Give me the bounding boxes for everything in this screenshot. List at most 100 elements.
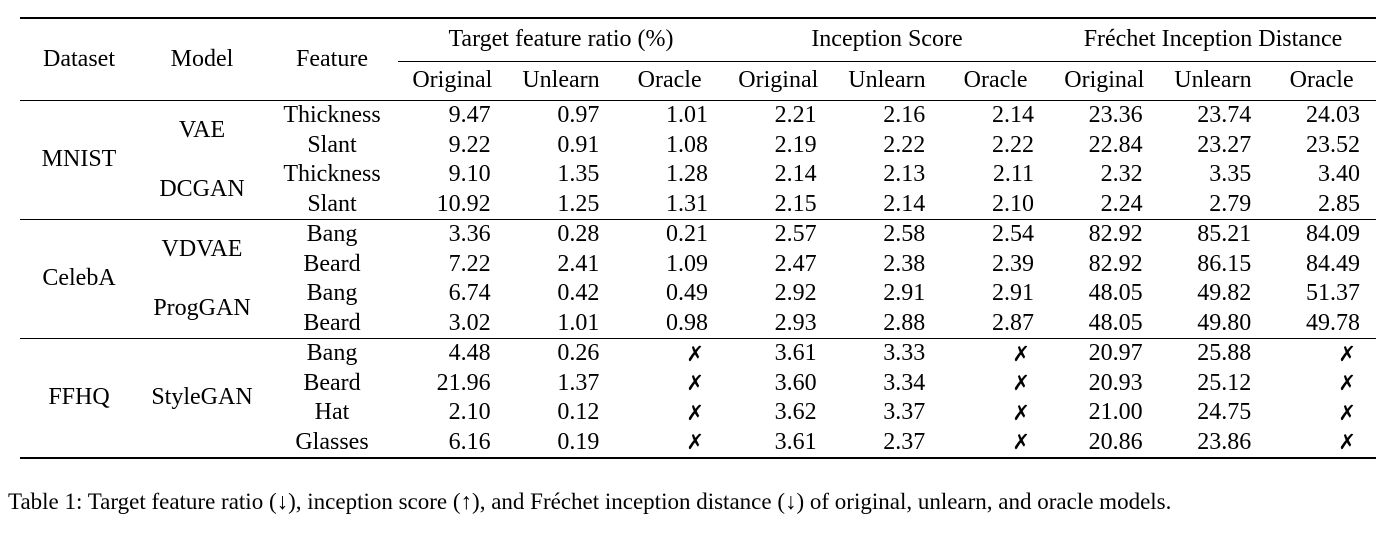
value-cell: 0.91 <box>557 131 600 158</box>
value-cell: 2.57 <box>774 221 817 248</box>
value-cell: 9.47 <box>448 102 491 129</box>
value-cell: 0.97 <box>557 102 600 129</box>
table-row: Slant 9.22 0.91 1.08 2.19 2.22 2.22 22.84 23.27 2… <box>20 131 1376 161</box>
value-cell: 2.24 <box>1100 190 1143 217</box>
model-cell: ProgGAN <box>153 294 251 321</box>
value-cell: 10.92 <box>436 190 491 217</box>
cross-icon: ✗ <box>1338 341 1356 366</box>
col-header-model: Model <box>170 45 234 72</box>
value-cell: 7.22 <box>448 250 491 277</box>
value-cell: 25.88 <box>1197 340 1252 367</box>
value-cell: 1.31 <box>665 190 708 217</box>
value-cell: 2.87 <box>991 309 1034 336</box>
value-cell: 2.88 <box>883 309 926 336</box>
table-caption: Table 1: Target feature ratio (↓), incep… <box>8 489 1172 514</box>
value-cell: 9.22 <box>448 131 491 158</box>
value-cell: 2.39 <box>991 250 1034 277</box>
table-row: Beard 7.22 2.41 1.09 2.47 2.38 2.39 82.92 86.15 8… <box>20 250 1376 280</box>
value-cell: 3.62 <box>774 399 817 426</box>
value-cell: 51.37 <box>1306 280 1360 307</box>
value-cell: 21.96 <box>436 369 491 396</box>
value-cell: 3.36 <box>448 221 491 248</box>
feature-cell: Slant <box>307 190 357 217</box>
value-cell: 86.15 <box>1197 250 1252 277</box>
value-cell: 0.12 <box>557 399 600 426</box>
value-cell: 2.38 <box>883 250 926 277</box>
feature-cell: Bang <box>306 340 358 367</box>
value-cell: 22.84 <box>1088 131 1143 158</box>
cross-icon: ✗ <box>686 430 704 455</box>
group-header-inception-score: Inception Score <box>723 18 1050 62</box>
value-cell: 2.16 <box>883 102 926 129</box>
results-table: Dataset Model Feature Target feature rat… <box>20 17 1376 459</box>
value-cell: 1.35 <box>557 161 600 188</box>
value-cell: 48.05 <box>1088 309 1143 336</box>
cross-icon: ✗ <box>1012 430 1030 455</box>
sub-header-original: Original <box>738 67 819 94</box>
value-cell: 3.37 <box>883 399 926 426</box>
feature-cell: Bang <box>306 221 358 248</box>
value-cell: 49.82 <box>1197 280 1252 307</box>
value-cell: 1.09 <box>665 250 708 277</box>
sub-header-oracle: Oracle <box>637 67 702 94</box>
table-row: ProgGAN Bang 6.74 0.42 0.49 2.92 2.91 2.91 48.05… <box>20 279 1376 321</box>
table-row: MNIST VAE Thickness 9.47 0.97 1.01 2.21 2.16 2.1… <box>20 101 1376 172</box>
table-row: Hat 2.10 0.12 ✗ 3.62 3.37 ✗ 21.00 24.75 ✗ <box>20 398 1376 428</box>
feature-cell: Bang <box>306 280 358 307</box>
cross-icon: ✗ <box>686 341 704 366</box>
sub-header-oracle: Oracle <box>1289 67 1354 94</box>
value-cell: 82.92 <box>1088 221 1143 248</box>
model-cell: VDVAE <box>161 235 243 262</box>
feature-cell: Beard <box>303 250 361 277</box>
value-cell: 0.21 <box>665 221 708 248</box>
feature-cell: Thickness <box>283 102 381 129</box>
header-row-groups: Dataset Model Feature Target feature rat… <box>20 18 1376 71</box>
value-cell: 3.33 <box>883 340 926 367</box>
value-cell: 2.91 <box>991 280 1034 307</box>
value-cell: 49.80 <box>1197 309 1252 336</box>
dataset-block-celeba: CelebA VDVAE Bang 3.36 0.28 0.21 2.57 2.58 2.54 8… <box>20 219 1376 339</box>
header-row-sub: Original Unlearn Oracle Original Unlearn Orac… <box>20 62 1376 101</box>
value-cell: 2.91 <box>883 280 926 307</box>
value-cell: 0.98 <box>665 309 708 336</box>
value-cell: 3.35 <box>1209 161 1252 188</box>
dataset-cell: MNIST <box>41 146 117 173</box>
value-cell: 2.79 <box>1209 190 1252 217</box>
cross-icon: ✗ <box>1338 371 1356 396</box>
value-cell: 6.16 <box>448 428 491 455</box>
table-row: Slant 10.92 1.25 1.31 2.15 2.14 2.10 2.24 2.79 2.… <box>20 190 1376 220</box>
value-cell: 82.92 <box>1088 250 1143 277</box>
table-row: Beard 21.96 1.37 ✗ 3.60 3.34 ✗ 20.93 25.12 ✗ <box>20 369 1376 399</box>
value-cell: 2.14 <box>883 190 926 217</box>
value-cell: 85.21 <box>1197 221 1252 248</box>
value-cell: 2.10 <box>991 190 1034 217</box>
value-cell: 2.47 <box>774 250 817 277</box>
value-cell: 2.15 <box>774 190 817 217</box>
dataset-cell: CelebA <box>42 265 116 292</box>
value-cell: 23.52 <box>1306 131 1360 158</box>
cross-icon: ✗ <box>1012 400 1030 425</box>
model-cell: VAE <box>178 116 226 143</box>
sub-header-oracle: Oracle <box>963 67 1028 94</box>
value-cell: 0.26 <box>557 340 600 367</box>
value-cell: 3.61 <box>774 428 817 455</box>
cross-icon: ✗ <box>686 400 704 425</box>
value-cell: 2.93 <box>774 309 817 336</box>
value-cell: 48.05 <box>1088 280 1143 307</box>
dataset-block-ffhq: FFHQ StyleGAN Bang 4.48 0.26 ✗ 3.61 3.33 ✗ 20.97 2… <box>20 338 1376 459</box>
value-cell: 3.61 <box>774 340 817 367</box>
model-cell: StyleGAN <box>151 384 253 411</box>
dataset-cell: FFHQ <box>48 384 110 411</box>
table-row: CelebA VDVAE Bang 3.36 0.28 0.21 2.57 2.58 2.54 8… <box>20 220 1376 291</box>
feature-cell: Thickness <box>283 161 381 188</box>
group-header-frechet-inception-distance: Fréchet Inception Distance <box>1049 18 1376 62</box>
feature-cell: Beard <box>303 309 361 336</box>
value-cell: 2.10 <box>448 399 491 426</box>
value-cell: 0.28 <box>557 221 600 248</box>
value-cell: 3.02 <box>448 309 491 336</box>
sub-header-original: Original <box>1064 67 1145 94</box>
value-cell: 20.97 <box>1088 340 1143 367</box>
value-cell: 2.54 <box>991 221 1034 248</box>
cross-icon: ✗ <box>1012 341 1030 366</box>
